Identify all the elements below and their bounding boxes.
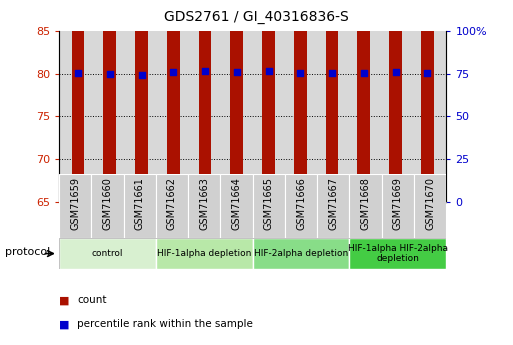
Bar xyxy=(252,174,285,238)
Bar xyxy=(262,0,275,202)
Bar xyxy=(188,174,221,238)
Bar xyxy=(199,0,211,202)
Text: GSM71666: GSM71666 xyxy=(296,177,306,230)
Text: HIF-2alpha depletion: HIF-2alpha depletion xyxy=(254,249,348,258)
Bar xyxy=(59,238,156,269)
Point xyxy=(296,70,304,76)
Text: GSM71670: GSM71670 xyxy=(425,177,435,230)
Text: GSM71664: GSM71664 xyxy=(231,177,242,230)
Text: control: control xyxy=(92,249,123,258)
Bar xyxy=(91,174,124,238)
Bar xyxy=(358,0,370,202)
Point xyxy=(106,71,114,77)
Bar xyxy=(294,0,307,202)
Text: ■: ■ xyxy=(59,319,69,329)
Text: percentile rank within the sample: percentile rank within the sample xyxy=(77,319,253,329)
Bar xyxy=(135,0,148,202)
Text: GSM71663: GSM71663 xyxy=(199,177,209,230)
Point xyxy=(360,70,368,76)
Text: GSM71668: GSM71668 xyxy=(361,177,370,230)
Point xyxy=(201,68,209,74)
Bar xyxy=(72,0,85,202)
Point xyxy=(233,69,241,75)
Point xyxy=(328,70,336,76)
Bar xyxy=(230,0,243,202)
Text: GSM71662: GSM71662 xyxy=(167,177,177,230)
Point xyxy=(423,71,431,76)
Bar xyxy=(421,0,433,202)
Point xyxy=(391,69,400,75)
Text: protocol: protocol xyxy=(5,247,50,257)
Bar xyxy=(285,174,317,238)
Bar xyxy=(221,174,252,238)
Text: ■: ■ xyxy=(59,295,69,305)
Point xyxy=(74,70,82,76)
Bar xyxy=(382,174,414,238)
Bar xyxy=(252,238,349,269)
Bar xyxy=(59,174,91,238)
Text: GSM71660: GSM71660 xyxy=(103,177,112,230)
Bar xyxy=(124,174,156,238)
Bar xyxy=(389,0,402,202)
Text: HIF-1alpha depletion: HIF-1alpha depletion xyxy=(157,249,251,258)
Text: GDS2761 / GI_40316836-S: GDS2761 / GI_40316836-S xyxy=(164,10,349,24)
Text: count: count xyxy=(77,295,107,305)
Bar xyxy=(349,238,446,269)
Bar xyxy=(317,174,349,238)
Bar xyxy=(167,0,180,202)
Text: GSM71669: GSM71669 xyxy=(393,177,403,230)
Point xyxy=(169,69,177,75)
Text: GSM71661: GSM71661 xyxy=(135,177,145,230)
Bar xyxy=(156,174,188,238)
Text: GSM71667: GSM71667 xyxy=(328,177,339,230)
Text: HIF-1alpha HIF-2alpha
depletion: HIF-1alpha HIF-2alpha depletion xyxy=(348,244,448,263)
Bar xyxy=(349,174,382,238)
Bar xyxy=(414,174,446,238)
Bar xyxy=(326,0,339,202)
Text: GSM71659: GSM71659 xyxy=(70,177,80,230)
Text: GSM71665: GSM71665 xyxy=(264,177,274,230)
Bar xyxy=(156,238,252,269)
Bar xyxy=(104,0,116,202)
Point xyxy=(137,72,146,77)
Point xyxy=(264,68,272,74)
